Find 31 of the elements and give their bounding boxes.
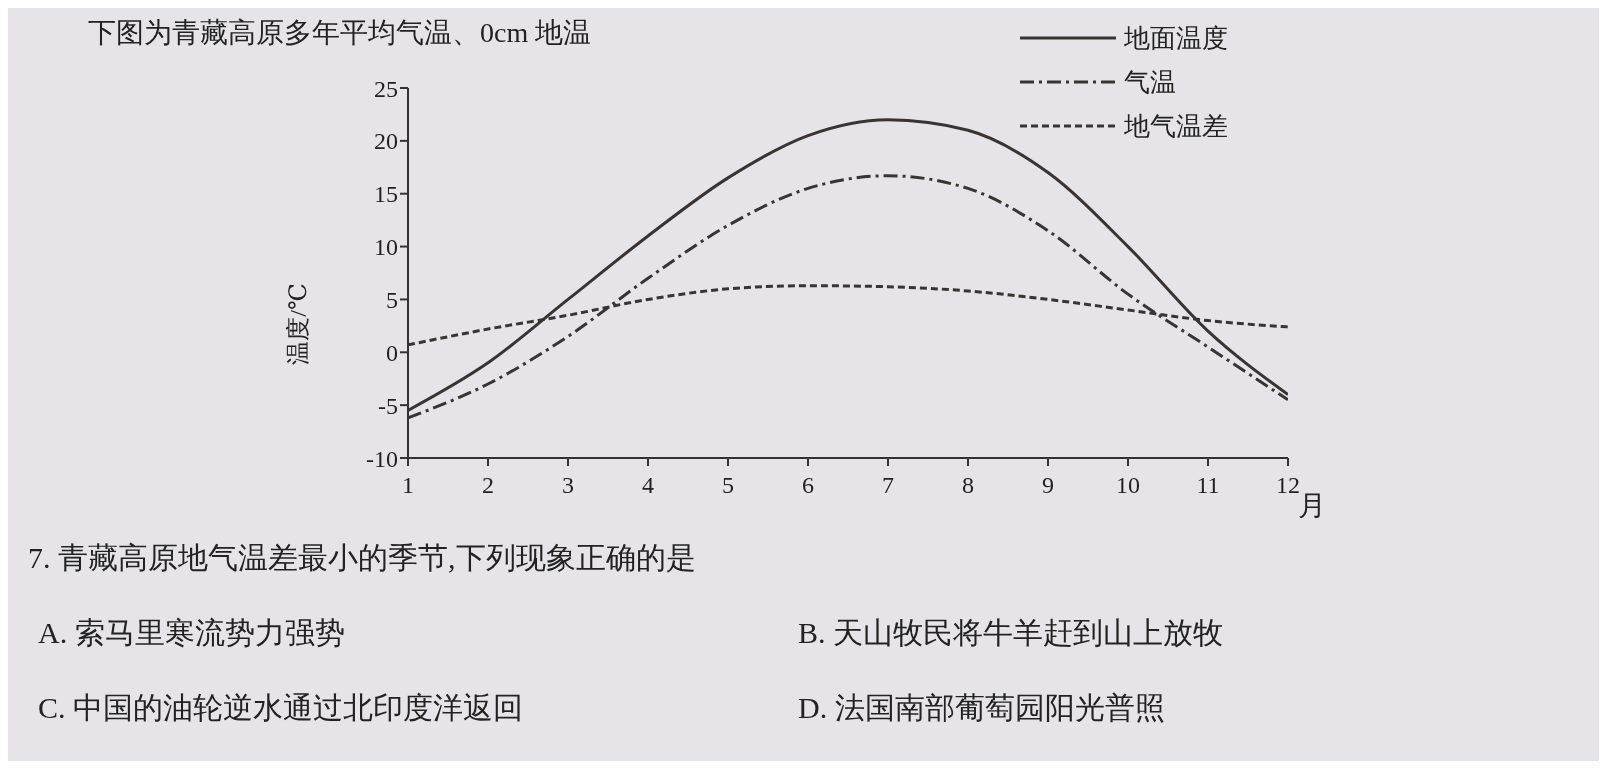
text: B. 天山牧民将牛羊赶到山上放牧 xyxy=(798,615,1224,651)
x-tick-label: 7 xyxy=(882,472,894,499)
y-tick-label: 25 xyxy=(374,75,398,102)
x-tick-label: 5 xyxy=(722,472,734,499)
legend-label: 气温 xyxy=(1124,66,1176,99)
text: C. 中国的油轮逆水通过北印度洋返回 xyxy=(38,690,524,726)
x-tick-label: 6 xyxy=(802,472,814,499)
legend-label: 地面温度 xyxy=(1124,22,1228,55)
x-tick-label: 10 xyxy=(1116,472,1140,499)
x-tick-label: 12 xyxy=(1276,472,1300,499)
text: 7. 青藏高原地气温差最小的季节,下列现象正确的是 xyxy=(28,540,696,576)
x-tick-label: 9 xyxy=(1042,472,1054,499)
y-axis-title: 温度/℃ xyxy=(284,282,312,367)
x-tick-label: 1 xyxy=(402,472,414,499)
y-tick-label: 5 xyxy=(386,286,398,313)
y-tick-label: 15 xyxy=(374,181,398,208)
y-tick-label: 20 xyxy=(374,128,398,155)
x-tick-label: 8 xyxy=(962,472,974,499)
x-axis-title: 月 xyxy=(1298,489,1326,521)
y-tick-label: 0 xyxy=(386,339,398,366)
text: A. 索马里寒流势力强势 xyxy=(38,615,345,651)
text: 下图为青藏高原多年平均气温、0cm 地温 xyxy=(88,16,592,50)
x-tick-label: 4 xyxy=(642,472,654,499)
x-tick-label: 3 xyxy=(562,472,574,499)
legend-label: 地气温差 xyxy=(1124,110,1228,143)
y-tick-label: -5 xyxy=(378,392,398,419)
text: D. 法国南部葡萄园阳光普照 xyxy=(798,690,1165,726)
x-tick-label: 2 xyxy=(482,472,494,499)
x-tick-label: 11 xyxy=(1196,472,1220,499)
y-tick-label: -10 xyxy=(366,445,398,472)
y-tick-label: 10 xyxy=(374,234,398,261)
